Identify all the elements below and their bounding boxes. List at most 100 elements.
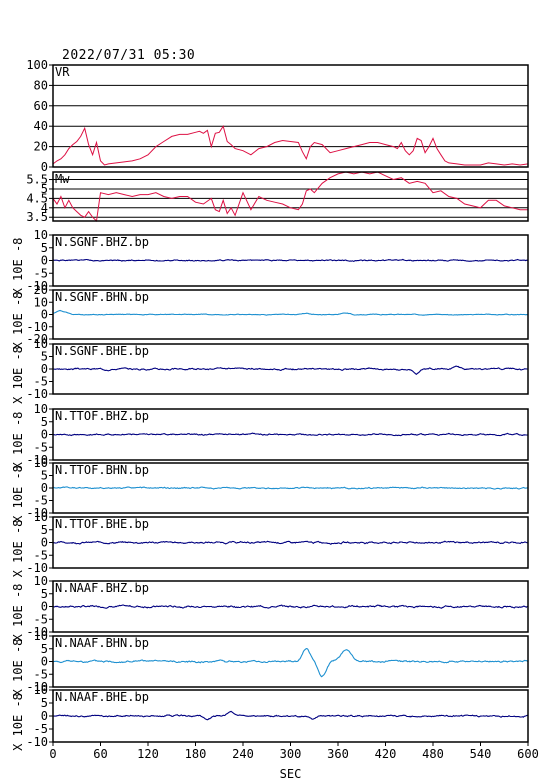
x-tick-label: 420: [375, 747, 397, 761]
y-tick-label: -10: [26, 625, 48, 639]
panel-label: N.NAAF.BHZ.bp: [55, 581, 149, 595]
series-line-ttof-bhz: [52, 432, 529, 437]
y-tick-label: -5: [34, 440, 48, 454]
y-tick-label: 0: [41, 655, 48, 669]
series-line-naaf-bhn: [52, 648, 529, 678]
timestamp-title: 2022/07/31 05:30: [62, 48, 196, 63]
series-line-ttof-bhn: [52, 486, 529, 490]
y-tick-label: -5: [34, 266, 48, 280]
panel-label: N.NAAF.BHN.bp: [55, 636, 149, 650]
panel-frame: [52, 343, 529, 395]
y-tick-label: 20: [34, 140, 48, 154]
y-tick-label: 0: [41, 428, 48, 442]
y-axis-label: X 10E -8: [11, 693, 25, 751]
y-tick-label: -5: [34, 548, 48, 562]
y-axis-label: X 10E -8: [11, 346, 25, 404]
y-tick-label: -5: [34, 612, 48, 626]
y-tick-label: -10: [26, 387, 48, 401]
y-tick-label: 0: [41, 600, 48, 614]
y-tick-label: -10: [26, 320, 48, 334]
series-line-vr: [52, 124, 529, 166]
series-line-mw: [52, 171, 528, 223]
panel-mw: 3.544.555.5 Mw: [26, 171, 529, 224]
x-tick-label: 480: [422, 747, 444, 761]
y-tick-label: 3.5: [26, 210, 48, 224]
y-tick-label: 10: [34, 510, 48, 524]
y-tick-label: 4: [41, 201, 48, 215]
y-tick-label: 10: [34, 295, 48, 309]
panel-label: N.SGNF.BHE.bp: [55, 344, 149, 358]
series-line-sgnf-bhe: [53, 365, 528, 375]
y-axis-label: X 10E -8: [11, 292, 25, 350]
panel-frame: [52, 516, 529, 569]
x-tick-label: 600: [517, 747, 539, 761]
panel-frame: [52, 171, 529, 222]
y-tick-label: -10: [26, 561, 48, 575]
y-tick-label: 10: [34, 228, 48, 242]
y-tick-label: 5: [41, 696, 48, 710]
panel-frame: [52, 64, 529, 168]
panel-label: N.SGNF.BHZ.bp: [55, 235, 149, 249]
y-tick-label: 5: [41, 642, 48, 656]
y-tick-label: -5: [34, 375, 48, 389]
x-tick-label: 240: [232, 747, 254, 761]
y-axis-label: X 10E -8: [11, 520, 25, 578]
y-tick-label: -5: [34, 494, 48, 508]
y-axis-label: X 10E -8: [11, 465, 25, 523]
y-tick-label: -10: [26, 735, 48, 749]
y-tick-label: -20: [26, 332, 48, 346]
panel-vr: 0 20 40 60 80 100 VR: [26, 58, 529, 174]
y-tick-label: 20: [34, 283, 48, 297]
x-tick-label: 360: [327, 747, 349, 761]
y-tick-label: 0: [41, 481, 48, 495]
y-tick-label: -10: [26, 506, 48, 520]
y-tick-label: 0: [41, 308, 48, 322]
x-tick-label: 0: [49, 747, 56, 761]
y-tick-label: 5: [41, 587, 48, 601]
y-tick-label: -10: [26, 680, 48, 694]
x-tick-label: 540: [470, 747, 492, 761]
y-tick-label: 5.5: [26, 173, 48, 187]
panel-frame: [52, 408, 529, 461]
y-tick-label: 5: [41, 350, 48, 364]
y-tick-label: 0: [41, 536, 48, 550]
y-tick-label: 10: [34, 337, 48, 351]
series-line-naaf-bhe: [52, 710, 529, 721]
panel-label: Mw: [55, 172, 70, 186]
y-tick-label: 5: [41, 469, 48, 483]
y-tick-label: -5: [34, 722, 48, 736]
panel-frame: [52, 635, 529, 688]
y-tick-label: 60: [34, 99, 48, 113]
y-tick-label: 10: [34, 456, 48, 470]
y-tick-label: -10: [26, 279, 48, 293]
y-tick-label: 100: [26, 58, 48, 72]
panel-frame: [52, 289, 529, 340]
y-tick-label: 80: [34, 78, 48, 92]
y-tick-label: 10: [34, 629, 48, 643]
y-tick-label: 10: [34, 574, 48, 588]
series-line-ttof-bhe: [52, 540, 529, 545]
panel-label: VR: [55, 65, 70, 79]
panel-label: N.SGNF.BHN.bp: [55, 290, 149, 304]
y-axis-label: X 10E -8: [11, 584, 25, 642]
y-tick-label: 0: [41, 160, 48, 174]
y-tick-label: 10: [34, 402, 48, 416]
y-tick-label: 5: [41, 241, 48, 255]
y-axis-label: X 10E -8: [11, 412, 25, 470]
panel-frame: [52, 462, 529, 514]
panel-frame: [52, 234, 529, 287]
y-tick-label: -10: [26, 453, 48, 467]
y-tick-label: 0: [41, 254, 48, 268]
y-tick-label: 5: [41, 182, 48, 196]
y-tick-label: 40: [34, 119, 48, 133]
